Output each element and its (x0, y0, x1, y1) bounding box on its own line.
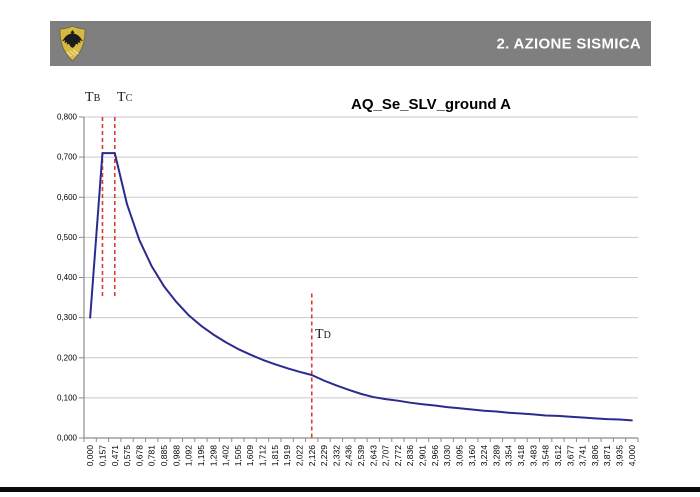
svg-text:0,100: 0,100 (57, 393, 78, 402)
tb-subscript: B (93, 93, 101, 104)
svg-text:2,126: 2,126 (307, 445, 317, 467)
gridlines (84, 116, 638, 399)
svg-text:2,643: 2,643 (368, 445, 378, 467)
svg-text:1,609: 1,609 (245, 445, 255, 467)
svg-text:3,935: 3,935 (615, 445, 625, 467)
svg-text:0,300: 0,300 (57, 313, 78, 322)
header-bar: 2. AZIONE SISMICA (50, 21, 651, 66)
svg-text:1,712: 1,712 (258, 445, 268, 467)
svg-text:2,332: 2,332 (331, 445, 341, 467)
svg-text:3,483: 3,483 (528, 445, 538, 467)
svg-text:0,000: 0,000 (57, 434, 78, 443)
svg-text:1,505: 1,505 (233, 445, 243, 467)
svg-text:1,919: 1,919 (282, 445, 292, 467)
period-marker-lines (101, 117, 313, 438)
svg-text:1,298: 1,298 (208, 445, 218, 467)
svg-text:0,000: 0,000 (85, 445, 95, 467)
y-axis-labels: 0,000 0,100 0,200 0,300 0,400 0,500 0,600 0,700… (57, 113, 84, 443)
svg-text:1,402: 1,402 (221, 445, 231, 467)
svg-text:2,836: 2,836 (405, 445, 415, 467)
tb-symbol: T (85, 90, 94, 105)
footer-rule (0, 487, 700, 492)
svg-text:0,500: 0,500 (57, 233, 78, 242)
svg-text:2,772: 2,772 (393, 445, 403, 467)
svg-text:3,806: 3,806 (590, 445, 600, 467)
svg-text:3,871: 3,871 (602, 445, 612, 467)
svg-text:3,741: 3,741 (578, 445, 588, 467)
svg-text:0,200: 0,200 (57, 353, 78, 362)
header-title: 2. AZIONE SISMICA (496, 35, 641, 52)
svg-text:2,901: 2,901 (418, 445, 428, 467)
svg-text:4,000: 4,000 (627, 445, 637, 467)
svg-text:0,400: 0,400 (57, 273, 78, 282)
svg-text:3,160: 3,160 (467, 445, 477, 467)
svg-text:3,548: 3,548 (541, 445, 551, 467)
svg-text:0,600: 0,600 (57, 193, 78, 202)
x-axis-labels: 0,000 0,157 0,471 0,575 0,678 0,781 0,885 0,988… (85, 445, 637, 467)
svg-text:3,030: 3,030 (442, 445, 452, 467)
tc-symbol: T (117, 90, 126, 105)
eagle-shield-icon (59, 25, 86, 62)
svg-text:2,022: 2,022 (294, 445, 304, 467)
svg-text:0,781: 0,781 (147, 445, 157, 467)
svg-text:1,195: 1,195 (196, 445, 206, 467)
svg-text:2,966: 2,966 (430, 445, 440, 467)
svg-text:3,289: 3,289 (491, 445, 501, 467)
marker-label-tb: TB (85, 90, 100, 106)
svg-text:3,418: 3,418 (516, 445, 526, 467)
svg-text:0,800: 0,800 (57, 113, 78, 122)
svg-text:0,678: 0,678 (134, 445, 144, 467)
svg-text:3,354: 3,354 (504, 445, 514, 467)
marker-label-tc: TC (117, 90, 132, 106)
marker-label-td: TD (315, 327, 331, 343)
svg-text:0,700: 0,700 (57, 153, 78, 162)
svg-text:3,224: 3,224 (479, 445, 489, 467)
svg-text:0,471: 0,471 (110, 445, 120, 467)
tc-subscript: C (125, 93, 133, 104)
chart-title: AQ_Se_SLV_ground A (350, 96, 512, 113)
td-symbol: T (315, 327, 324, 342)
svg-text:3,095: 3,095 (454, 445, 464, 467)
svg-text:2,707: 2,707 (381, 445, 391, 467)
x-axis-ticks (83, 438, 639, 442)
svg-text:2,229: 2,229 (319, 445, 329, 467)
svg-text:1,092: 1,092 (184, 445, 194, 467)
svg-text:1,815: 1,815 (270, 445, 280, 467)
series-line (89, 152, 633, 422)
svg-text:0,885: 0,885 (159, 445, 169, 467)
svg-text:0,988: 0,988 (171, 445, 181, 467)
svg-text:3,677: 3,677 (565, 445, 575, 467)
svg-text:2,539: 2,539 (356, 445, 366, 467)
svg-text:2,436: 2,436 (344, 445, 354, 467)
svg-text:0,157: 0,157 (97, 445, 107, 467)
svg-text:3,612: 3,612 (553, 445, 563, 467)
td-subscript: D (323, 330, 331, 341)
svg-text:0,575: 0,575 (122, 445, 132, 467)
